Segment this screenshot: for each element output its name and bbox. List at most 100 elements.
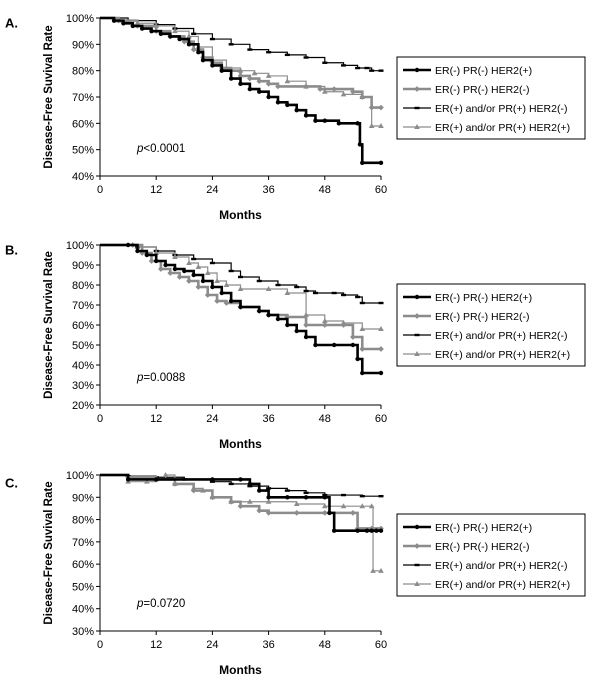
censor-marker	[163, 262, 168, 268]
censor-marker	[257, 89, 262, 94]
censor-marker	[144, 252, 150, 258]
censor-marker	[265, 81, 272, 87]
censor-marker	[378, 104, 384, 111]
censor-marker	[368, 503, 375, 509]
y-axis-title: Disease-Free Survival Rate	[43, 251, 55, 399]
legend-marker	[414, 294, 420, 300]
x-tick-label: 12	[150, 184, 162, 196]
x-tick-label: 0	[97, 413, 103, 425]
censor-marker	[177, 36, 182, 42]
y-tick-label: 60%	[72, 320, 94, 332]
censor-marker	[378, 567, 384, 573]
legend-item: ER(+) and/or PR(+) HER2(-)	[403, 330, 567, 342]
censor-marker	[191, 272, 196, 278]
censor-marker	[284, 489, 290, 492]
censor-marker	[257, 488, 262, 493]
censor-marker	[285, 322, 290, 328]
censor-marker	[322, 503, 328, 509]
legend-item: ER(-) PR(-) HER2(+)	[403, 292, 532, 304]
censor-marker	[359, 94, 366, 100]
censor-marker	[303, 289, 309, 293]
censor-marker	[350, 88, 356, 95]
y-tick-label: 40%	[72, 604, 94, 616]
censor-marker	[209, 494, 216, 501]
y-axis-title: Disease-Free Suvival Rate	[43, 481, 55, 624]
p-value-annotation: p<0.0001	[136, 143, 185, 155]
series-3	[100, 244, 384, 305]
censor-marker	[167, 270, 174, 276]
series-4	[100, 472, 384, 573]
censor-marker	[204, 292, 211, 298]
censor-marker	[209, 480, 215, 483]
legend-marker	[414, 86, 420, 92]
censor-marker	[322, 493, 328, 497]
p-symbol: p	[136, 143, 144, 155]
legend-item: ER(-) PR(-) HER2(-)	[403, 84, 530, 96]
censor-marker	[186, 278, 192, 284]
censor-marker	[195, 264, 202, 269]
censor-marker	[172, 266, 178, 272]
censor-marker	[355, 121, 360, 126]
p-value-annotation: p=0.0720	[136, 598, 185, 610]
censor-marker	[275, 83, 281, 90]
legend-label: ER(-) PR(-) HER2(+)	[435, 292, 532, 304]
censor-marker	[355, 66, 361, 70]
censor-marker	[370, 567, 376, 573]
y-tick-label: 60%	[72, 118, 94, 130]
censor-marker	[322, 495, 327, 500]
x-tick-label: 60	[375, 639, 387, 651]
legend-marker	[414, 543, 420, 549]
censor-marker	[359, 346, 366, 352]
censor-marker	[209, 37, 215, 41]
censor-marker	[219, 68, 224, 73]
censor-marker	[331, 342, 337, 348]
x-axis-title: Months	[219, 663, 262, 677]
censor-marker	[190, 487, 197, 494]
censor-marker	[275, 100, 281, 105]
censor-marker	[200, 57, 206, 63]
chart-panel-1: A. 40% 50% 60% 70% 80% 90% 100% 0 12 24 36 48 60 Month…	[5, 13, 586, 222]
y-tick-label: 60%	[72, 559, 94, 571]
y-tick-label: 50%	[72, 145, 94, 157]
censor-marker	[204, 270, 211, 275]
censor-marker	[331, 528, 337, 533]
censor-marker	[195, 284, 202, 290]
legend-item: ER(+) and/or PR(+) HER2(+)	[403, 122, 570, 134]
censor-marker	[149, 28, 154, 34]
censor-marker	[139, 26, 145, 31]
y-tick-label: 70%	[72, 300, 94, 312]
legend-marker	[414, 67, 420, 73]
censor-marker	[256, 507, 263, 514]
censor-marker	[284, 53, 290, 57]
survival-curve	[100, 16, 381, 109]
censor-marker	[359, 326, 366, 331]
censor-marker	[303, 83, 309, 90]
censor-marker	[355, 295, 361, 299]
censor-marker	[331, 86, 337, 92]
censor-marker	[176, 274, 183, 280]
legend-label: ER(-) PR(-) HER2(-)	[435, 311, 530, 323]
survival-curve	[100, 473, 381, 530]
censor-marker	[266, 487, 272, 490]
censor-marker	[350, 510, 356, 516]
censor-marker	[378, 160, 384, 166]
censor-marker	[247, 86, 253, 92]
x-tick-label: 24	[206, 639, 218, 651]
y-tick-label: 80%	[72, 515, 94, 527]
legend-item: ER(+) and/or PR(+) HER2(-)	[403, 560, 567, 572]
censor-marker	[331, 291, 337, 295]
censor-marker	[154, 258, 159, 264]
censor-marker	[341, 293, 347, 297]
censor-marker	[294, 107, 299, 113]
censor-marker	[359, 301, 365, 305]
p-value: =0.0088	[143, 372, 185, 384]
censor-marker	[350, 342, 356, 348]
censor-marker	[360, 370, 365, 376]
censor-marker	[191, 32, 197, 35]
censor-marker	[182, 268, 187, 274]
censor-marker	[228, 76, 234, 81]
censor-marker	[154, 477, 159, 482]
censor-marker	[238, 81, 243, 87]
censor-marker	[368, 104, 375, 111]
